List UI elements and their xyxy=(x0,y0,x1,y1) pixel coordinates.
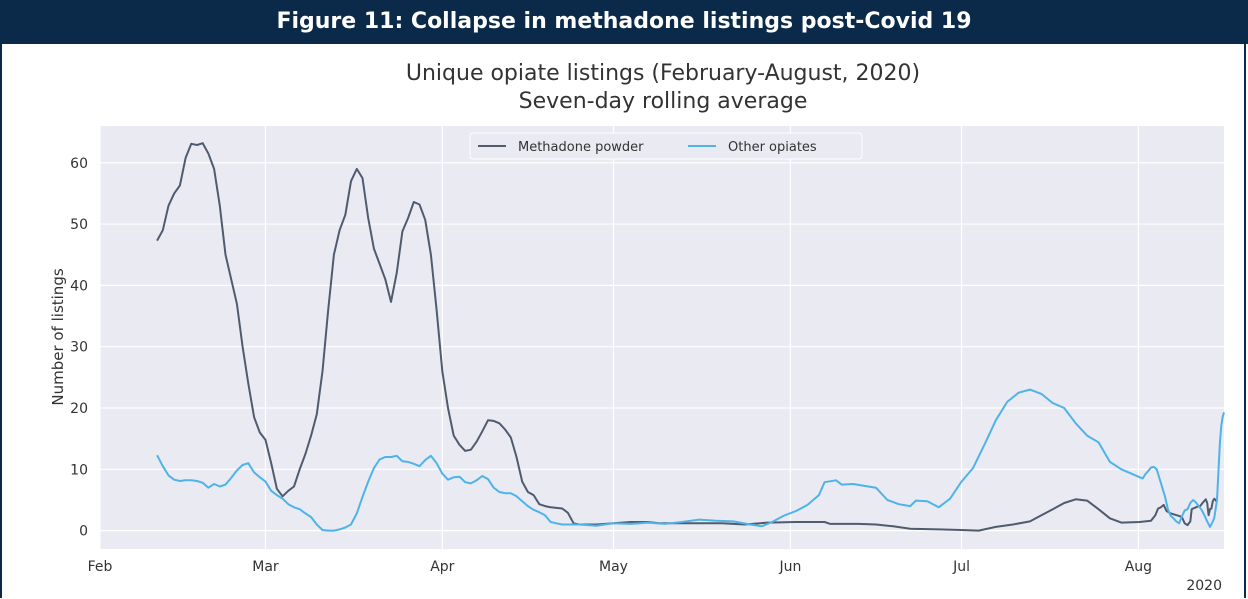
y-tick-label: 30 xyxy=(70,340,88,356)
x-tick-label: Jul xyxy=(952,559,970,575)
chart-title: Unique opiate listings (February-August,… xyxy=(406,61,920,86)
legend: Methadone powder Other opiates xyxy=(469,132,863,160)
x-tick-labels: Feb Mar Apr May Jun Jul Aug xyxy=(88,559,1152,575)
x-tick-label: Feb xyxy=(88,559,113,575)
chart-subtitle: Seven-day rolling average xyxy=(519,89,808,114)
series-line-other-opiates xyxy=(156,388,1225,532)
y-tick-label: 60 xyxy=(70,156,88,172)
y-tick-label: 40 xyxy=(70,278,88,294)
x-tick-label: Apr xyxy=(430,559,454,575)
plot-area xyxy=(100,126,1224,549)
x-tick-label: May xyxy=(599,559,628,575)
x-offset-label: 2020 xyxy=(1186,578,1222,594)
legend-label: Methadone powder xyxy=(518,140,644,155)
y-axis-label: Number of listings xyxy=(49,268,67,405)
y-tick-label: 10 xyxy=(70,462,88,478)
series-line-methadone-powder xyxy=(156,142,1218,532)
y-tick-label: 20 xyxy=(70,401,88,417)
y-tick-label: 50 xyxy=(70,217,88,233)
y-tick-labels: 0 10 20 30 40 50 60 xyxy=(70,156,88,540)
figure-banner: Figure 11: Collapse in methadone listing… xyxy=(0,0,1248,44)
legend-label: Other opiates xyxy=(728,140,817,155)
series-lines xyxy=(156,142,1225,532)
y-tick-label: 0 xyxy=(79,524,88,540)
x-tick-label: Mar xyxy=(252,559,279,575)
legend-box xyxy=(469,132,863,160)
gridlines xyxy=(99,126,1224,549)
x-tick-label: Aug xyxy=(1125,559,1152,575)
x-tick-label: Jun xyxy=(778,559,801,575)
